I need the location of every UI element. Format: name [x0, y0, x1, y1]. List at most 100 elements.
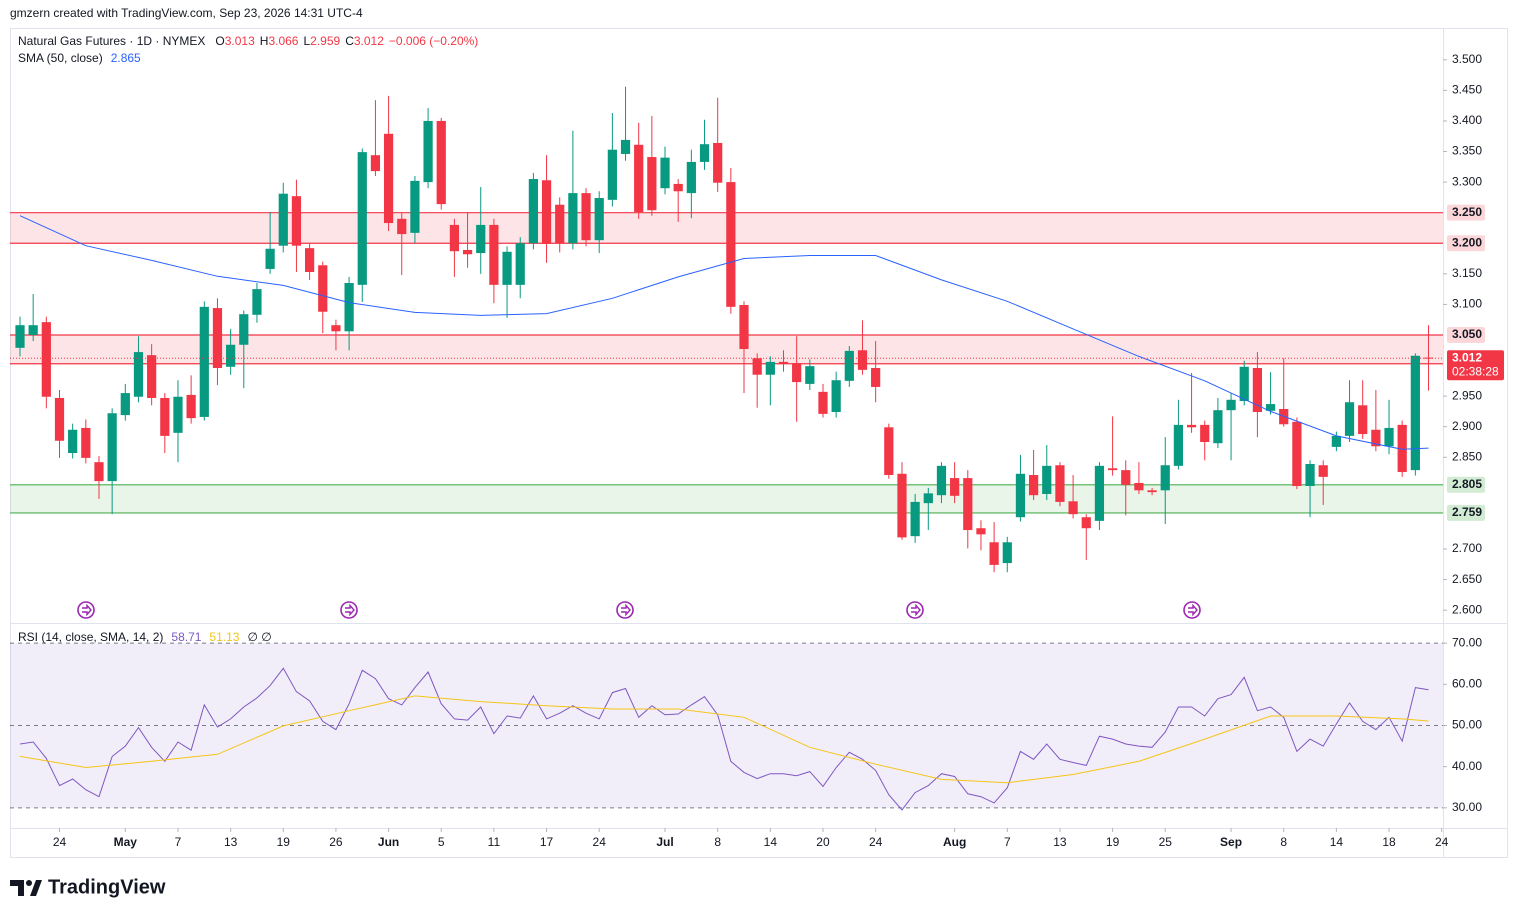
x-tick-label: 24 [1435, 835, 1449, 849]
candle-body [304, 248, 315, 272]
candle-body [726, 182, 736, 307]
candle-body [568, 193, 578, 244]
y-tick-label: 2.900 [1452, 419, 1482, 433]
y-tick-label: 3.450 [1452, 83, 1482, 97]
candle-body [699, 144, 710, 162]
candle-body [186, 394, 196, 419]
legend: Natural Gas Futures · 1D · NYMEX O3.013 H3… [18, 34, 478, 48]
attribution: gmzern created with TradingView.com, Sep… [10, 6, 363, 20]
candle-body [765, 361, 775, 375]
candle-body [370, 155, 381, 172]
candle-body [792, 363, 802, 383]
candle-body [1055, 465, 1065, 502]
legend-value: 51.13 [209, 630, 239, 644]
legend-sma-value: 2.865 [111, 51, 141, 65]
candle-body [489, 224, 499, 285]
candle-body [160, 397, 170, 436]
frame [10, 28, 1508, 858]
y-tick-label: 3.150 [1452, 266, 1482, 280]
legend-key: H [260, 34, 269, 48]
level-label: 3.200 [1452, 235, 1482, 249]
candle-body [660, 157, 670, 189]
candle-body [923, 493, 933, 504]
candle-body [1384, 427, 1394, 447]
x-tick-label: 19 [277, 835, 291, 849]
candle-body [1397, 424, 1407, 472]
rsi-line [19, 695, 1429, 784]
candle-body [226, 344, 236, 367]
candle-body [778, 361, 789, 364]
y-tick-label: 2.700 [1452, 541, 1482, 555]
legend-key: O [215, 34, 224, 48]
x-tick-label: 7 [1004, 835, 1011, 849]
candle-body [634, 144, 644, 213]
candle-body [1213, 410, 1223, 444]
candle-body [1423, 357, 1434, 359]
event-icon[interactable] [340, 601, 358, 619]
candle-body [910, 501, 920, 537]
event-icon[interactable] [77, 601, 95, 619]
y-tick-label: 70.00 [1452, 635, 1482, 649]
candle-body [831, 380, 841, 413]
level-label-box [1447, 204, 1485, 221]
candle-body [857, 350, 868, 370]
event-icon[interactable] [906, 601, 924, 619]
candle-body [291, 196, 302, 246]
candle-body [199, 306, 209, 417]
legend-value: 2.959 [310, 34, 340, 48]
candle-body [1134, 482, 1144, 491]
x-tick-label: Aug [943, 835, 966, 849]
candle-body [515, 243, 525, 285]
level-label-box [1447, 326, 1485, 343]
candle-body [607, 149, 617, 200]
x-tick-label: 24 [869, 835, 883, 849]
candle-body [449, 224, 460, 252]
footer-logo: TradingView [10, 876, 166, 898]
x-tick-label: 24 [593, 835, 607, 849]
legend-key: L [303, 34, 310, 48]
candle-body [331, 325, 341, 332]
candle-body [805, 366, 815, 384]
last-price-box [1447, 350, 1504, 381]
candle-body [462, 249, 473, 255]
y-tick-label: 2.600 [1452, 602, 1482, 616]
x-tick-label: 14 [764, 835, 778, 849]
legend-value: 3.066 [268, 34, 298, 48]
candle-body [581, 193, 591, 241]
event-markers [77, 601, 1201, 619]
candle-body [739, 305, 749, 350]
candle-body [212, 308, 223, 368]
candle-body [15, 325, 25, 348]
candle-body [1331, 435, 1341, 447]
x-tick-label: Sep [1220, 835, 1242, 849]
candle-body [844, 350, 854, 381]
logo-dot [26, 880, 32, 886]
candle-body [344, 283, 354, 332]
candle-body [239, 314, 249, 345]
level-label: 2.759 [1452, 505, 1482, 519]
x-tick-label: 20 [816, 835, 830, 849]
level-label-box [1447, 476, 1485, 493]
x-tick-label: 19 [1106, 835, 1120, 849]
candle-body [989, 542, 999, 565]
x-tick-label: 24 [53, 835, 67, 849]
legend-title: RSI (14, close, SMA, 14, 2) [18, 630, 163, 644]
legend: RSI (14, close, SMA, 14, 2) 58.71 51.13 ∅ ∅ [18, 630, 272, 644]
candle-body [278, 193, 288, 246]
candle-body [1068, 501, 1078, 515]
candle-body [1292, 421, 1302, 487]
candle-body [686, 161, 696, 194]
event-icon[interactable] [616, 601, 634, 619]
candle-body [1200, 424, 1210, 442]
y-tick-label: 3.350 [1452, 144, 1482, 158]
footer-brand: TradingView [48, 876, 166, 898]
candle-body [410, 180, 420, 233]
y-tick-label: 60.00 [1452, 677, 1482, 691]
y-tick-label: 2.950 [1452, 388, 1482, 402]
event-icon[interactable] [1183, 601, 1201, 619]
candle-body [357, 152, 367, 285]
legend-change: −0.006 (−0.20%) [389, 34, 478, 48]
candle-body [1371, 429, 1381, 447]
candle-body [81, 427, 91, 458]
